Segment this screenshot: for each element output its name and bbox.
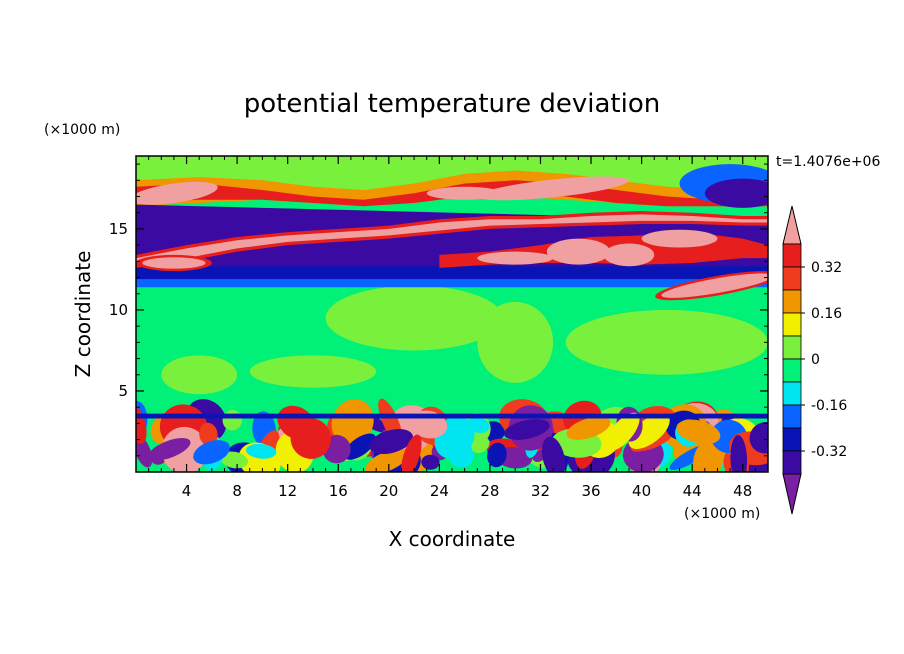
field-billow <box>477 251 554 265</box>
field-right-warm-peak <box>661 273 768 298</box>
colorbar-label: 0 <box>811 352 820 368</box>
field-weak-positive <box>565 309 768 375</box>
colorbar-swatch <box>782 427 802 452</box>
x-axis: 4 8 12 16 20 24 28 32 36 40 44 48 <box>148 156 756 500</box>
field-weak-positive <box>249 355 377 388</box>
x-tick-label: 12 <box>278 482 297 500</box>
field-upper-strong-negative <box>704 178 768 208</box>
field-boundary-cell <box>219 451 248 469</box>
colorbar-swatch <box>782 243 802 268</box>
field-boundary-cell <box>605 412 640 451</box>
field-boundary-cell <box>343 433 377 460</box>
field-weak-positive <box>161 355 238 395</box>
field-boundary-cell <box>331 399 374 446</box>
colorbar-swatch <box>782 381 802 406</box>
field-boundary-cell <box>749 421 768 454</box>
colorbar: 0.32 0.16 0 -0.16 -0.32 <box>782 205 847 515</box>
colorbar-swatch <box>782 266 802 291</box>
colorbar-label: 0.16 <box>811 306 842 322</box>
field-boundary-cell <box>487 442 507 468</box>
x-tick-label: 40 <box>632 482 651 500</box>
x-tick-label: 28 <box>480 482 499 500</box>
field-billow <box>641 229 718 248</box>
field-boundary-cell <box>693 439 724 472</box>
y-unit-label: (×1000 m) <box>44 122 120 138</box>
x-tick-label: 48 <box>733 482 752 500</box>
field-boundary-cell <box>193 440 230 465</box>
field-boundary-top <box>136 413 768 419</box>
field-boundary-cell <box>467 417 490 433</box>
field-boundary-cell <box>628 413 670 449</box>
field-left-peak <box>142 257 206 269</box>
x-tick-label: 44 <box>683 482 702 500</box>
field-boundary-cell <box>503 419 550 440</box>
x-tick-label: 20 <box>379 482 398 500</box>
x-tick-label: 32 <box>531 482 550 500</box>
y-axis: 5 10 15 <box>109 163 768 457</box>
field-weak-positive <box>477 301 554 383</box>
colorbar-swatch <box>782 358 802 383</box>
chart-title: potential temperature deviation <box>244 89 660 119</box>
field-upper-peak <box>426 186 503 200</box>
field-boundary-cell <box>365 448 410 472</box>
field-weak-positive <box>325 285 503 351</box>
colorbar-label: 0.32 <box>811 260 842 276</box>
field-boundary-cell <box>148 438 191 461</box>
x-axis-label: X coordinate <box>389 527 516 551</box>
colorbar-swatch <box>782 450 802 475</box>
colorbar-max-arrow <box>782 205 802 245</box>
x-tick-label: 24 <box>430 482 449 500</box>
field-boundary-cell <box>136 434 153 468</box>
plot-area <box>136 156 768 472</box>
colorbar-swatch <box>782 404 802 429</box>
field-upper-peak <box>136 181 218 205</box>
x-tick-label: 4 <box>182 482 192 500</box>
y-tick-label: 5 <box>118 382 128 400</box>
colorbar-swatch <box>782 312 802 337</box>
field-boundary-cell <box>542 436 566 472</box>
x-tick-label: 36 <box>581 482 600 500</box>
colorbar-label: -0.32 <box>811 444 847 460</box>
field-boundary-cell <box>421 454 440 470</box>
field-boundary-cell <box>369 428 413 455</box>
field-billow <box>603 243 655 267</box>
y-axis-label: Z coordinate <box>71 251 95 378</box>
field-boundary-cell <box>290 418 332 459</box>
field-boundary-cell <box>199 422 218 446</box>
colorbar-swatch <box>782 289 802 314</box>
x-tick-label: 16 <box>329 482 348 500</box>
y-tick-label: 15 <box>109 220 128 238</box>
field-billow <box>546 238 611 265</box>
colorbar-label: -0.16 <box>811 398 847 414</box>
colorbar-swatch <box>782 335 802 360</box>
field-boundary-cell <box>676 419 721 445</box>
colorbar-min-arrow <box>782 473 802 515</box>
field-boundary-cell <box>401 434 422 472</box>
field-boundary-cell <box>566 416 611 440</box>
y-tick-label: 10 <box>109 301 128 319</box>
x-unit-label: (×1000 m) <box>684 506 760 522</box>
time-label: t=1.4076e+06 <box>776 154 880 170</box>
field-tilted-warm-band <box>136 214 768 265</box>
field-upper-peak <box>477 176 629 201</box>
field-negative-edge <box>136 279 768 288</box>
field-boundary-cell <box>246 443 277 459</box>
x-tick-label: 8 <box>232 482 242 500</box>
